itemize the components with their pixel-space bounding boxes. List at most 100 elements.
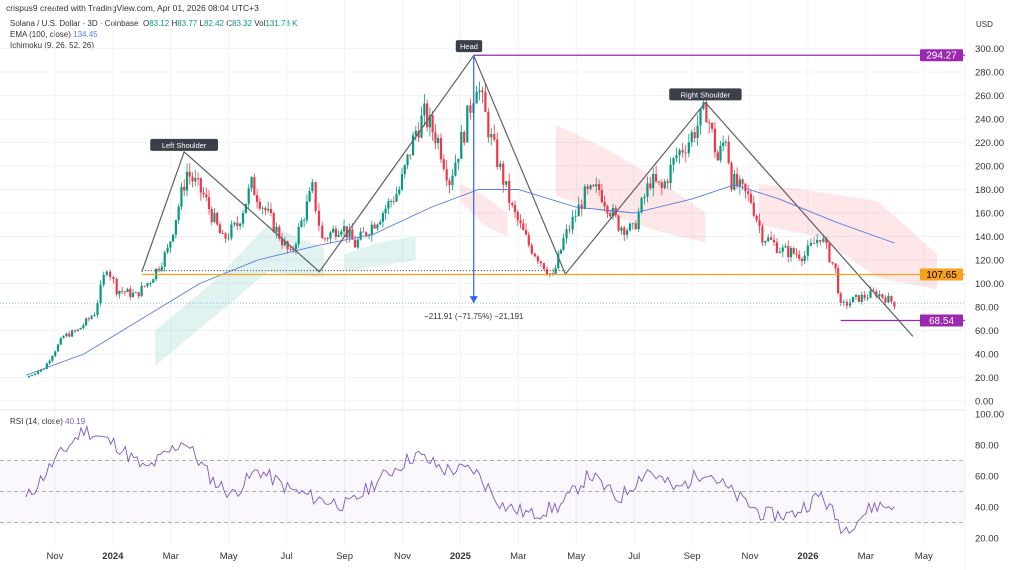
candle xyxy=(258,197,261,211)
candle xyxy=(719,140,722,163)
candle xyxy=(530,242,533,256)
candle xyxy=(188,163,191,185)
candle xyxy=(857,294,860,303)
candle-body xyxy=(626,230,629,235)
candle xyxy=(395,186,398,203)
candle xyxy=(831,261,834,266)
candle-body xyxy=(303,220,306,222)
low-label: L xyxy=(199,19,204,28)
candle xyxy=(76,329,79,332)
price-tick: 220.00 xyxy=(975,138,1004,149)
candle xyxy=(406,153,409,169)
candle xyxy=(481,86,484,104)
candle-body xyxy=(787,246,790,258)
candle xyxy=(603,195,606,212)
candle-body xyxy=(264,207,267,211)
candle xyxy=(881,293,884,300)
candle-body xyxy=(586,186,589,189)
candle-body xyxy=(557,253,560,269)
candle xyxy=(837,264,840,295)
candle xyxy=(789,245,793,262)
candle xyxy=(362,226,365,233)
symbol-legend: Solana / U.S. Dollar · 3D · Coinbase O83… xyxy=(10,19,297,28)
candle xyxy=(332,225,335,234)
candle xyxy=(851,296,855,303)
candle-body xyxy=(730,163,733,190)
candle xyxy=(51,355,54,363)
candle xyxy=(699,108,702,135)
candle-body xyxy=(542,263,546,270)
price-label-68.54: 68.54 xyxy=(929,316,954,327)
candle xyxy=(239,222,242,230)
time-tick: Mar xyxy=(858,551,874,562)
candle-body xyxy=(59,338,62,345)
rsi-tick: 60.00 xyxy=(975,472,999,483)
candle-body xyxy=(875,291,878,297)
candle xyxy=(373,222,376,230)
candle xyxy=(577,196,580,217)
time-tick: Jul xyxy=(281,551,293,562)
candle-body xyxy=(384,208,387,214)
candle-body xyxy=(863,294,866,298)
candle xyxy=(196,172,200,186)
ichimoku-legend[interactable]: Ichimoku (9, 26, 52, 26) xyxy=(10,41,94,50)
candle xyxy=(505,181,508,188)
candle-body xyxy=(207,197,211,210)
time-tick: 2026 xyxy=(797,551,818,562)
candle-body xyxy=(649,183,652,189)
candle xyxy=(536,254,539,265)
candle-body xyxy=(174,220,177,235)
candle xyxy=(592,184,595,188)
candle-body xyxy=(767,237,770,242)
candle xyxy=(62,335,65,339)
candle xyxy=(398,186,401,196)
candle xyxy=(134,291,137,294)
candle xyxy=(434,123,437,150)
candle-body xyxy=(533,253,536,257)
candle-body xyxy=(741,179,744,184)
candle-body xyxy=(43,368,46,370)
candle-body xyxy=(623,227,626,235)
candle xyxy=(250,176,253,192)
candle xyxy=(27,375,31,378)
candle xyxy=(93,312,96,317)
candle xyxy=(761,223,764,247)
candle-body xyxy=(48,360,51,364)
candle-body xyxy=(490,134,493,138)
candle xyxy=(411,131,415,156)
candle xyxy=(236,216,239,231)
candle xyxy=(727,135,730,165)
candle-body xyxy=(784,246,787,248)
candle xyxy=(33,372,37,376)
candle-body xyxy=(326,238,329,240)
rsi-legend[interactable]: RSI (14, close) 40.19 xyxy=(10,417,85,426)
candle-body xyxy=(87,318,90,320)
candle-body xyxy=(505,181,508,185)
candle-body xyxy=(574,216,577,218)
candle xyxy=(733,169,736,192)
candle-body xyxy=(708,122,711,124)
candle-body xyxy=(652,173,655,189)
candle xyxy=(166,243,169,254)
candle-body xyxy=(258,201,261,209)
candle-body xyxy=(848,302,852,306)
candle xyxy=(586,184,589,195)
candle-body xyxy=(406,154,409,166)
price-tick: 60.00 xyxy=(975,326,999,337)
candle-body xyxy=(828,243,831,263)
candle xyxy=(303,217,306,228)
candle-body xyxy=(283,241,286,246)
candle xyxy=(678,148,681,164)
ichimoku-cloud xyxy=(155,224,325,366)
candle xyxy=(744,183,747,199)
candle-body xyxy=(640,197,643,213)
candle-body xyxy=(376,224,379,229)
candle xyxy=(36,371,40,375)
candle xyxy=(710,121,714,133)
candle xyxy=(863,291,866,301)
ema-legend[interactable]: EMA (100, close) 134.45 xyxy=(10,30,98,39)
candle-body xyxy=(457,158,460,163)
candle xyxy=(554,264,557,275)
candle-body xyxy=(180,186,183,207)
